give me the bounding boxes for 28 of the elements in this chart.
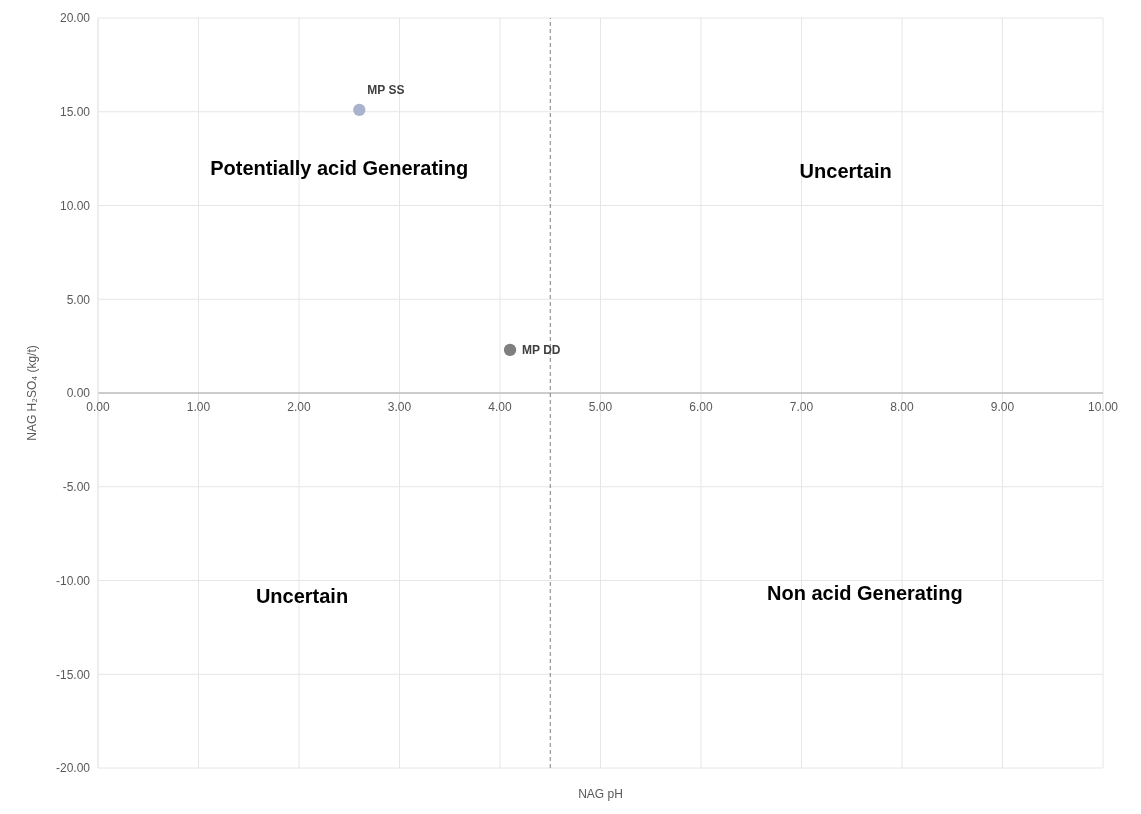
x-tick-label: 0.00 <box>86 400 110 414</box>
y-tick-label: 10.00 <box>59 198 91 213</box>
y-tick-label: 20.00 <box>59 11 91 26</box>
y-tick-label: -15.00 <box>55 667 91 682</box>
x-tick-label: 1.00 <box>186 400 211 414</box>
annotation: Uncertain <box>255 585 349 608</box>
x-tick-label: 6.00 <box>689 400 713 414</box>
y-tick-label: -20.00 <box>55 761 91 776</box>
y-axis-title: NAG H₂SO₄ (kg/t) <box>25 345 39 441</box>
x-tick-label: 8.00 <box>890 400 914 414</box>
annotation: Non acid Generating <box>767 581 963 604</box>
y-tick-label: 5.00 <box>66 292 91 307</box>
x-tick-label: 7.00 <box>789 400 814 414</box>
x-axis-title: NAG pH <box>578 787 623 801</box>
x-tick-label: 9.00 <box>990 400 1015 414</box>
y-tick-label: 0.00 <box>66 386 91 401</box>
x-tick-label: 10.00 <box>1087 400 1119 414</box>
annotation: Uncertain <box>799 160 892 183</box>
x-tick-label: 4.00 <box>488 400 512 414</box>
annotation: Potentially acid Generating <box>210 157 469 180</box>
y-tick-label: -10.00 <box>55 573 91 588</box>
x-tick-label: 5.00 <box>588 400 613 414</box>
x-tick-label: 2.00 <box>287 400 311 414</box>
series-label: MP DD <box>522 342 561 357</box>
y-tick-label: 15.00 <box>59 105 91 120</box>
y-tick-label: -5.00 <box>62 480 91 495</box>
x-tick-label: 3.00 <box>387 400 412 414</box>
series-label: MP SS <box>367 82 405 97</box>
